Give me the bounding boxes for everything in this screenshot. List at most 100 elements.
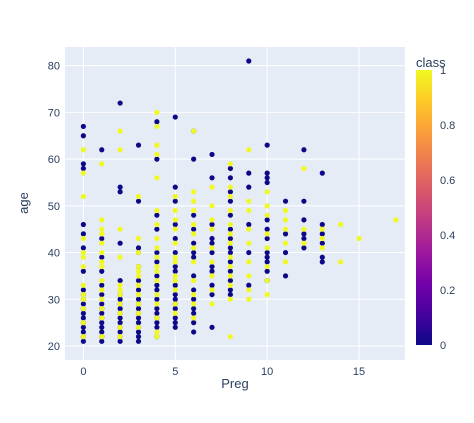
data-point <box>80 287 86 293</box>
data-point <box>80 254 86 260</box>
data-point <box>191 306 197 312</box>
colorbar-tick-labels: 0 0.2 0.4 0.6 0.8 1 <box>440 65 455 352</box>
data-point <box>117 128 123 134</box>
data-point <box>135 338 142 344</box>
data-point <box>172 291 178 298</box>
data-point <box>191 245 197 251</box>
data-point <box>117 189 123 195</box>
data-point <box>135 277 142 284</box>
data-point <box>172 193 178 200</box>
x-tick-label: 5 <box>172 366 178 378</box>
data-point <box>99 296 105 302</box>
data-point <box>209 221 215 228</box>
data-point <box>154 301 160 307</box>
data-point <box>172 207 178 214</box>
data-point <box>117 291 123 298</box>
data-point <box>301 226 307 232</box>
data-point <box>264 245 270 251</box>
data-point <box>227 184 234 190</box>
data-point <box>191 310 197 316</box>
data-point <box>154 263 160 270</box>
colorbar-title: class <box>416 55 446 70</box>
data-point <box>282 226 289 232</box>
data-point <box>99 147 105 153</box>
data-point <box>191 128 197 134</box>
data-point <box>264 226 270 232</box>
data-point <box>191 259 197 265</box>
data-point <box>154 156 160 162</box>
data-point <box>117 277 123 284</box>
data-point <box>191 240 197 246</box>
data-point <box>135 198 142 204</box>
data-point <box>172 320 178 326</box>
data-point <box>209 259 215 265</box>
data-point <box>319 221 325 228</box>
data-point <box>301 217 307 223</box>
data-point <box>172 268 178 274</box>
data-point <box>209 324 215 330</box>
data-point <box>264 179 270 186</box>
colorbar-tick-label: 0.6 <box>440 175 455 187</box>
data-point <box>154 296 160 302</box>
data-point <box>117 315 123 321</box>
x-axis-title: Preg <box>221 376 248 391</box>
data-point <box>191 291 197 298</box>
data-point <box>154 151 160 158</box>
data-point <box>135 301 142 307</box>
data-point <box>227 212 234 218</box>
data-point <box>154 175 160 181</box>
data-point <box>172 277 178 284</box>
data-point <box>154 109 160 116</box>
data-point <box>209 235 215 242</box>
data-point <box>154 221 160 228</box>
data-point <box>246 198 252 204</box>
data-point <box>154 212 160 218</box>
data-point <box>191 320 197 326</box>
data-point <box>227 226 234 232</box>
data-point <box>264 212 270 218</box>
data-point <box>99 324 105 330</box>
data-point <box>154 207 160 214</box>
x-tick-label: 15 <box>353 366 365 378</box>
data-point <box>172 184 178 190</box>
data-point <box>264 142 270 148</box>
data-point <box>227 291 234 298</box>
data-point <box>99 301 105 307</box>
data-point <box>319 254 325 260</box>
data-point <box>135 310 142 316</box>
colorbar-tick-label: 0 <box>440 340 446 352</box>
data-point <box>172 306 178 312</box>
data-point <box>172 324 178 330</box>
data-point <box>154 329 160 335</box>
data-point <box>264 263 270 270</box>
data-point <box>282 273 289 279</box>
data-point <box>117 329 123 335</box>
data-point <box>80 338 86 344</box>
data-point <box>246 170 252 176</box>
data-point <box>135 268 142 274</box>
data-point <box>80 235 86 242</box>
y-tick-label: 50 <box>48 201 60 213</box>
data-point <box>282 207 289 214</box>
data-point <box>80 147 86 153</box>
data-point <box>99 254 105 260</box>
data-point <box>191 207 197 214</box>
data-point <box>154 273 160 279</box>
data-point <box>227 282 234 288</box>
colorbar-tick-label: 0.2 <box>440 285 455 297</box>
data-point <box>227 165 234 172</box>
data-point <box>80 245 86 251</box>
data-point <box>209 217 215 223</box>
data-point <box>80 329 86 335</box>
data-point <box>282 240 289 246</box>
data-point <box>135 273 142 279</box>
data-point <box>191 296 197 302</box>
data-point <box>246 184 252 190</box>
data-point <box>301 165 307 172</box>
data-point <box>172 198 178 204</box>
data-point <box>246 287 252 293</box>
data-point <box>80 296 86 302</box>
data-point <box>80 315 86 321</box>
data-point <box>209 240 215 246</box>
data-point <box>172 282 178 288</box>
